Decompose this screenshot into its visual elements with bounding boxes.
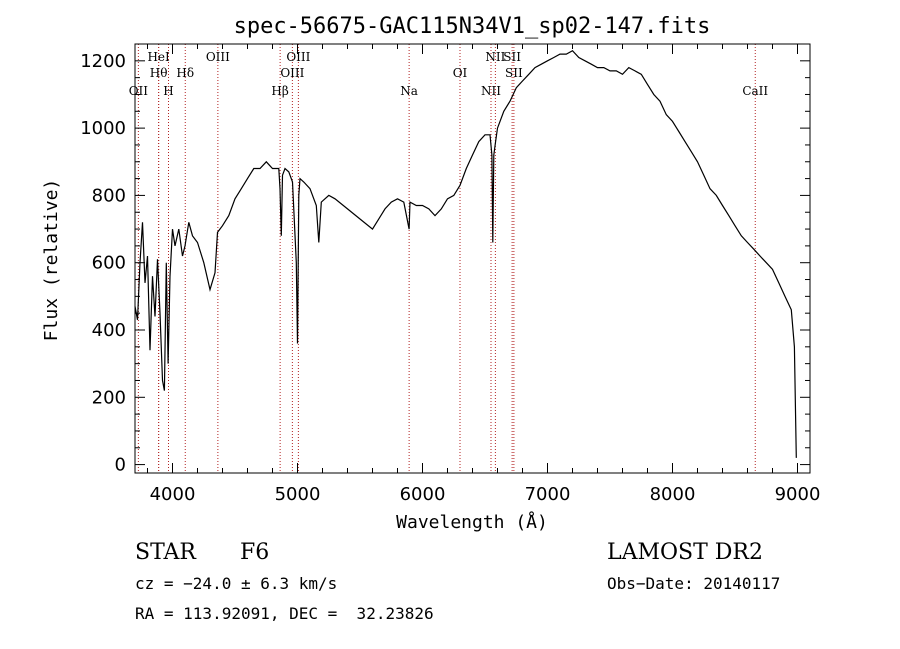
- y-tick-label: 600: [92, 253, 126, 274]
- x-axis-ticks: 4000 5000 6000 7000 8000 9000: [147, 44, 821, 505]
- x-tick-label: 8000: [650, 484, 696, 505]
- x-tick-label: 4000: [150, 484, 196, 505]
- x-tick-label: 9000: [775, 484, 821, 505]
- y-tick-label: 800: [92, 185, 126, 206]
- coordinates-text: RA = 113.92091, DEC = 32.23826: [135, 604, 434, 623]
- y-axis-ticks: 0 200 400 600 800 1000 1200: [80, 51, 810, 476]
- y-axis-label: Flux (relative): [41, 179, 62, 342]
- line-label: OIII: [280, 66, 304, 80]
- line-label: NII: [481, 84, 501, 98]
- line-label: OII: [129, 84, 149, 98]
- line-label: HeI: [147, 50, 170, 64]
- line-label: Na: [400, 84, 418, 98]
- obs-date-text: Obs−Date: 20140117: [607, 574, 781, 593]
- line-label: Hδ: [176, 66, 194, 80]
- spectral-line-markers: [137, 44, 756, 473]
- line-label: OIII: [286, 50, 310, 64]
- object-subclass: F6: [240, 540, 270, 565]
- line-label: SII: [503, 50, 521, 64]
- x-tick-label: 6000: [400, 484, 446, 505]
- redshift-text: cz = −24.0 ± 6.3 km/s: [135, 574, 338, 593]
- spectral-line-labels: OIIHθHeIHHδOIIIHβOIIIOIIINaOINIINIISIISI…: [129, 50, 769, 98]
- line-label: Hβ: [271, 84, 288, 98]
- survey-name: LAMOST DR2: [607, 540, 763, 565]
- object-class: STAR: [135, 540, 196, 565]
- line-label: Hθ: [150, 66, 168, 80]
- line-label: SII: [505, 66, 523, 80]
- x-tick-label: 5000: [275, 484, 321, 505]
- plot-frame: [134, 43, 811, 474]
- line-label: CaII: [742, 84, 768, 98]
- spectrum-line: [134, 49, 797, 458]
- line-label: H: [163, 84, 173, 98]
- line-label: OIII: [206, 50, 230, 64]
- y-tick-label: 400: [92, 320, 126, 341]
- y-tick-label: 200: [92, 387, 126, 408]
- line-label: NII: [485, 50, 505, 64]
- y-tick-label: 1200: [80, 51, 126, 72]
- x-axis-label: Wavelength (Å): [396, 511, 548, 533]
- y-tick-label: 1000: [80, 118, 126, 139]
- y-tick-label: 0: [115, 455, 126, 476]
- chart-title: spec-56675-GAC115N34V1_sp02-147.fits: [234, 14, 711, 39]
- line-label: OI: [453, 66, 468, 80]
- x-tick-label: 7000: [525, 484, 571, 505]
